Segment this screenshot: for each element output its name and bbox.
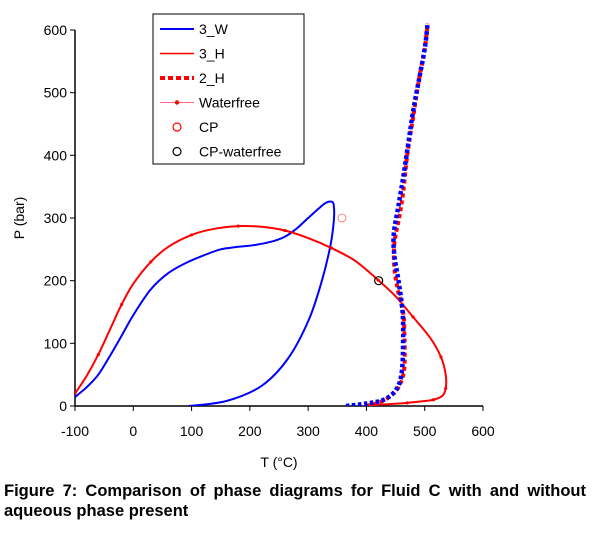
legend-label: CP [199,119,218,135]
data-point [283,228,287,233]
y-tick-label: 500 [44,85,68,101]
series-line-3-w [75,200,336,406]
legend-label: 3_W [199,21,229,37]
legend-swatch [172,122,182,132]
data-point [329,246,334,250]
data-point [120,302,124,307]
legend-swatch-marker [174,100,180,105]
legend-box [152,13,305,165]
marker-cp-waterfree [374,276,384,286]
legend-label: Waterfree [199,95,260,111]
legend-swatch [172,146,182,157]
legend-label: 3_H [199,46,225,62]
legend: 3_W 3_H 2_H Waterfree CP CP-waterfree [152,13,305,165]
data-point [439,355,443,359]
x-tick-label: -100 [61,423,89,439]
x-tick-label: 200 [238,423,262,439]
y-tick-label: 0 [59,398,67,414]
y-axis-label: P (bar) [11,197,27,240]
data-point [189,233,194,237]
data-point [149,260,153,264]
phase-diagram-chart: -100 0 100 200 300 400 500 600 0 100 200 300 400 500 6… [11,13,495,470]
y-tick-label: 400 [44,147,68,163]
figure-caption: Figure 7: Comparison of phase diagrams f… [4,482,586,520]
x-tick-label: 100 [180,423,204,439]
series-line-waterfree [345,23,430,406]
x-tick-label: 0 [129,423,137,439]
data-point [376,278,380,282]
data-point [96,353,100,357]
y-tick-label: 600 [44,22,68,38]
x-tick-label: 500 [413,423,437,439]
x-tick-label: 400 [355,423,379,439]
legend-label: CP-waterfree [199,144,282,160]
data-point [411,315,415,319]
series-line-3-h [75,224,448,406]
data-point [431,398,436,402]
x-axis-label: T (°C) [260,454,297,470]
data-point [236,224,240,228]
marker-cp [337,213,347,223]
series-line-2-h [365,23,430,406]
data-point [444,386,448,391]
y-tick-label: 200 [44,273,68,289]
y-tick-label: 300 [44,210,68,226]
data-point [75,391,77,396]
legend-label: 2_H [199,70,225,86]
y-tick-label: 100 [44,335,68,351]
plot-area [75,23,448,406]
x-tick-label: 600 [471,423,495,439]
x-tick-label: 300 [296,423,320,439]
data-point [405,401,409,405]
